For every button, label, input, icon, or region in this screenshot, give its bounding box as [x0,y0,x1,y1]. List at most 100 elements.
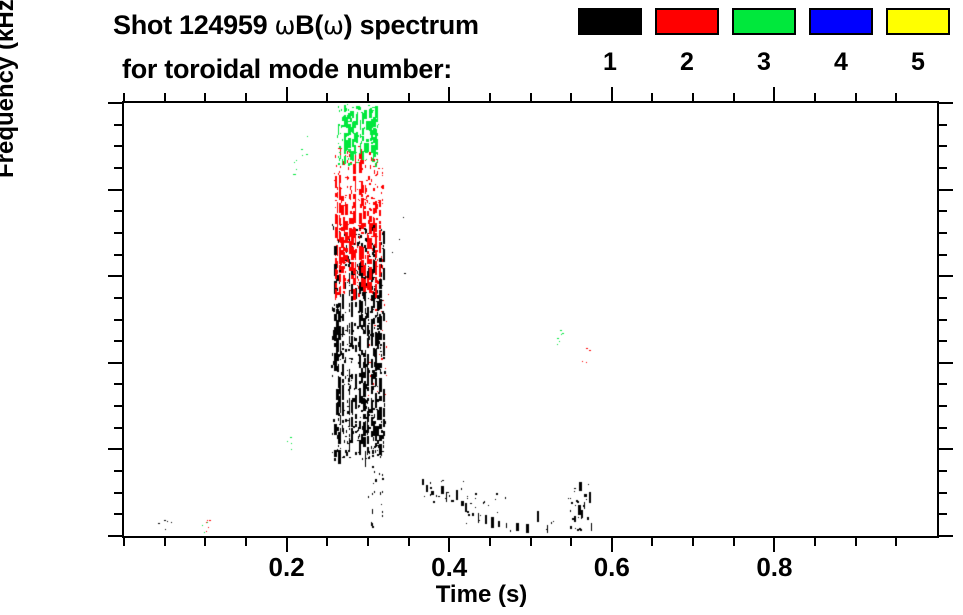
y-tick [114,426,124,429]
x-tick [610,536,613,552]
x-tick [123,536,125,546]
y-tick-right [937,318,947,321]
legend-swatch-n3 [732,8,796,35]
x-tick [285,536,288,552]
x-tick-top [285,87,288,103]
y-tick-right [937,361,953,364]
x-tick-label: 0.6 [593,552,630,582]
x-tick-top [732,93,735,103]
x-tick [163,536,166,546]
legend-entry-5: 5 [886,8,950,75]
figure-title-line-2: for toroidal mode number: [122,54,453,84]
x-tick-label: 0.2 [268,552,305,582]
y-tick [114,210,124,213]
y-tick-right [937,166,947,169]
y-tick [114,470,124,473]
legend-label-n2: 2 [680,48,694,76]
x-tick-top [895,93,898,103]
omega-symbol-2: ω [323,11,344,40]
spectrogram-canvas [124,103,937,536]
x-tick-top [692,93,695,103]
y-tick-right [937,491,947,494]
x-tick-label: 0.4 [431,552,468,582]
x-tick [448,536,451,552]
x-tick-top [366,93,369,103]
y-tick [114,145,124,148]
y-tick-right [937,535,953,537]
y-tick [108,535,124,537]
mode-number-legend: 1 2 3 4 5 [578,8,950,88]
x-tick-top [570,93,573,103]
x-tick-top [204,93,207,103]
legend-entry-3: 3 [732,8,796,75]
x-tick [854,536,857,546]
x-tick [773,536,776,552]
x-tick-top [529,93,532,103]
x-tick [204,536,207,546]
y-tick [114,405,124,408]
x-tick-top [854,93,857,103]
y-tick [114,340,124,343]
y-tick-right [937,253,947,256]
legend-label-n4: 4 [834,48,848,76]
y-axis-title: Frequency (kHz) [0,0,19,178]
y-tick [108,188,124,191]
y-tick [114,513,124,516]
x-tick [326,536,329,546]
y-tick [114,318,124,321]
x-tick [651,536,654,546]
y-tick-right [937,513,947,516]
y-tick [114,383,124,386]
y-tick-right [937,231,947,234]
figure-title-line-1: Shot 124959 ωB(ω) spectrum [113,12,479,39]
y-tick-right [937,123,947,126]
x-tick-top [814,93,817,103]
legend-swatch-n4 [809,8,873,35]
x-tick [895,536,898,546]
x-tick [732,536,735,546]
y-tick [114,123,124,126]
y-tick-right [937,405,947,408]
x-tick [814,536,817,546]
x-tick-top [651,93,654,103]
x-tick-top [407,93,410,103]
y-tick [108,448,124,451]
legend-label-n1: 1 [603,48,617,76]
x-tick-label: 0.8 [756,552,793,582]
legend-swatch-n5 [886,8,950,35]
plot-area: 020406080100 0.20.40.60.8 [108,87,953,580]
y-tick [114,166,124,169]
x-tick [366,536,369,546]
y-tick [114,296,124,299]
x-tick [570,536,573,546]
y-tick-right [937,210,947,213]
y-tick [114,253,124,256]
figure-title-block: Shot 124959 ωB(ω) spectrum for toroidal … [0,6,963,90]
x-axis-title: Time (s) [435,581,528,608]
omega-symbol-1: ω [274,11,296,40]
y-tick-right [937,470,947,473]
legend-swatch-n1 [578,8,642,35]
x-tick [407,536,410,546]
y-tick [114,231,124,234]
legend-entry-4: 4 [809,8,873,75]
y-tick-right [937,448,953,451]
y-tick-right [937,145,947,148]
legend-swatch-n2 [655,8,719,35]
legend-entry-2: 2 [655,8,719,75]
y-tick-right [937,275,953,278]
title-text-mid: B( [295,10,324,40]
x-tick [244,536,247,546]
x-tick [692,536,695,546]
x-tick-top [326,93,329,103]
x-tick-top [123,93,125,103]
y-tick-right [937,340,947,343]
legend-label-n3: 3 [757,48,771,76]
legend-label-n5: 5 [911,48,925,76]
title-text-pre: Shot 124959 [113,10,275,40]
x-tick-top [488,93,491,103]
x-tick-top [163,93,166,103]
x-tick-top [448,87,451,103]
x-tick [529,536,532,546]
